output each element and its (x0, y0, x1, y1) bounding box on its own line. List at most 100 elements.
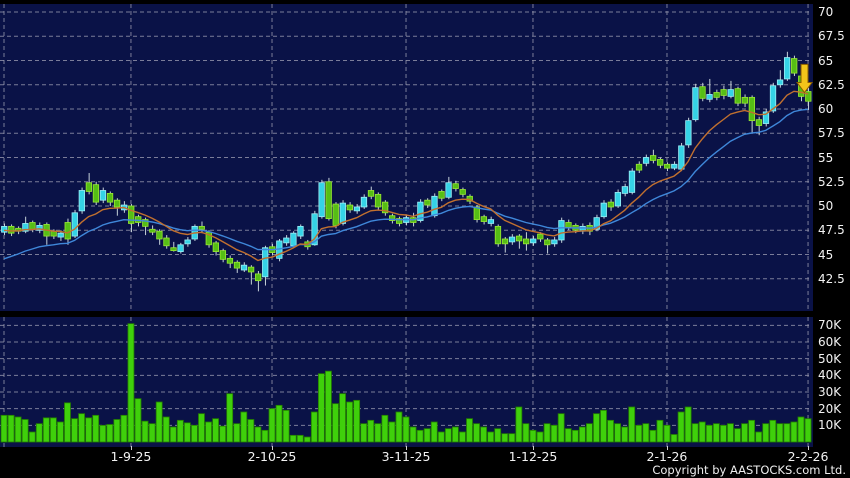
volume-bar (92, 414, 100, 443)
volume-pane[interactable] (0, 317, 813, 447)
candle-down (396, 218, 403, 224)
candle-down (92, 184, 100, 203)
volume-bar (473, 423, 480, 443)
candle-up (600, 202, 607, 218)
date-axis-tick (272, 446, 273, 450)
volume-bar (395, 411, 403, 443)
candle-up (184, 239, 191, 245)
volume-bar (303, 436, 311, 443)
price-axis-tick-label: 57.5 (818, 126, 845, 141)
candle-down (346, 204, 353, 211)
volume-bar (85, 417, 93, 443)
volume-bar (155, 401, 163, 443)
candle-down (198, 225, 205, 230)
date-axis-tick (808, 446, 810, 450)
ma-fast-line (3, 90, 809, 262)
candle-down (635, 163, 643, 171)
volume-bar (437, 431, 445, 443)
volume-axis-tick-label: 10K (818, 418, 842, 433)
volume-bar (268, 408, 276, 443)
candle-up (71, 212, 78, 237)
candle-up (240, 264, 248, 271)
volume-bar (783, 423, 791, 443)
volume-bar (628, 406, 636, 443)
volume-bar (191, 424, 198, 443)
volume-bar (14, 416, 22, 443)
candle-up (706, 94, 713, 100)
volume-bar (254, 426, 262, 443)
volume-bar (593, 413, 600, 443)
ma-slow-line (3, 108, 809, 260)
candle-down (494, 225, 502, 245)
candle-down (438, 191, 445, 199)
candle-up (593, 217, 600, 230)
candle-down (389, 215, 396, 221)
date-axis-label: 2-1-26 (646, 449, 688, 464)
volume-bar (49, 417, 57, 443)
volume-bar (162, 416, 170, 443)
candle-up (290, 232, 297, 247)
volume-bar (649, 429, 657, 443)
candle-up (508, 236, 516, 243)
volume-bar (769, 419, 777, 443)
candle-down (459, 189, 466, 195)
candle-up (762, 111, 770, 124)
date-axis-label: 2-2-26 (787, 449, 829, 464)
volume-axis-tick-label: 40K (818, 368, 842, 383)
volume-bar (444, 428, 452, 443)
candle-down (255, 273, 262, 282)
candle-down (29, 222, 36, 230)
candle-down (607, 201, 614, 208)
volume-axis-tick-label: 70K (818, 318, 842, 333)
candle-up (642, 157, 650, 164)
candle-down (85, 182, 93, 192)
candle-down (741, 96, 748, 104)
volume-bar (388, 421, 396, 443)
volume-bar (212, 418, 219, 443)
volume-bar (712, 423, 720, 443)
candle-up (445, 182, 452, 198)
volume-bar (698, 421, 706, 443)
volume-bar (677, 411, 685, 443)
candle-up (487, 219, 495, 224)
price-axis-tick-label: 50 (818, 199, 834, 213)
volume-bar (585, 423, 593, 443)
candle-up (1, 225, 8, 233)
volume-bar (727, 423, 734, 443)
volume-bar (670, 434, 678, 443)
volume-bar (183, 422, 191, 443)
volume-axis-tick-label: 30K (818, 384, 842, 399)
volume-bar (240, 411, 248, 443)
volume-bar (78, 413, 85, 443)
date-axis-label: 1-12-25 (508, 449, 558, 464)
volume-bar (282, 409, 290, 443)
volume-bar (600, 409, 607, 443)
candle-down (657, 159, 664, 166)
candle-down (142, 219, 149, 227)
candle-down (523, 238, 530, 245)
volume-bar (353, 399, 361, 443)
volume-bar (663, 424, 671, 443)
candle-down (720, 89, 727, 96)
candle-down (367, 190, 375, 197)
date-axis-label: 2-10-25 (247, 449, 297, 464)
volume-bar (409, 426, 417, 443)
volume-bar (57, 421, 64, 443)
price-axis-tick-label: 42.5 (818, 271, 845, 286)
volume-bar (557, 413, 565, 443)
candle-down (64, 222, 71, 240)
volume-bar (536, 431, 544, 443)
volume-bar (494, 428, 502, 443)
copyright-text: Copyright by AASTOCKS.com Ltd. (652, 463, 846, 477)
volume-axis-tick-label: 20K (818, 401, 842, 416)
candle-down (649, 155, 657, 161)
volume-bar (367, 419, 375, 443)
volume-bar (423, 428, 431, 443)
candle-down (156, 230, 163, 240)
price-pane[interactable] (0, 4, 813, 311)
price-axis-tick-label: 55 (818, 150, 834, 165)
candle-down (128, 205, 135, 224)
volume-bar (296, 434, 304, 443)
candle-up (417, 201, 424, 221)
